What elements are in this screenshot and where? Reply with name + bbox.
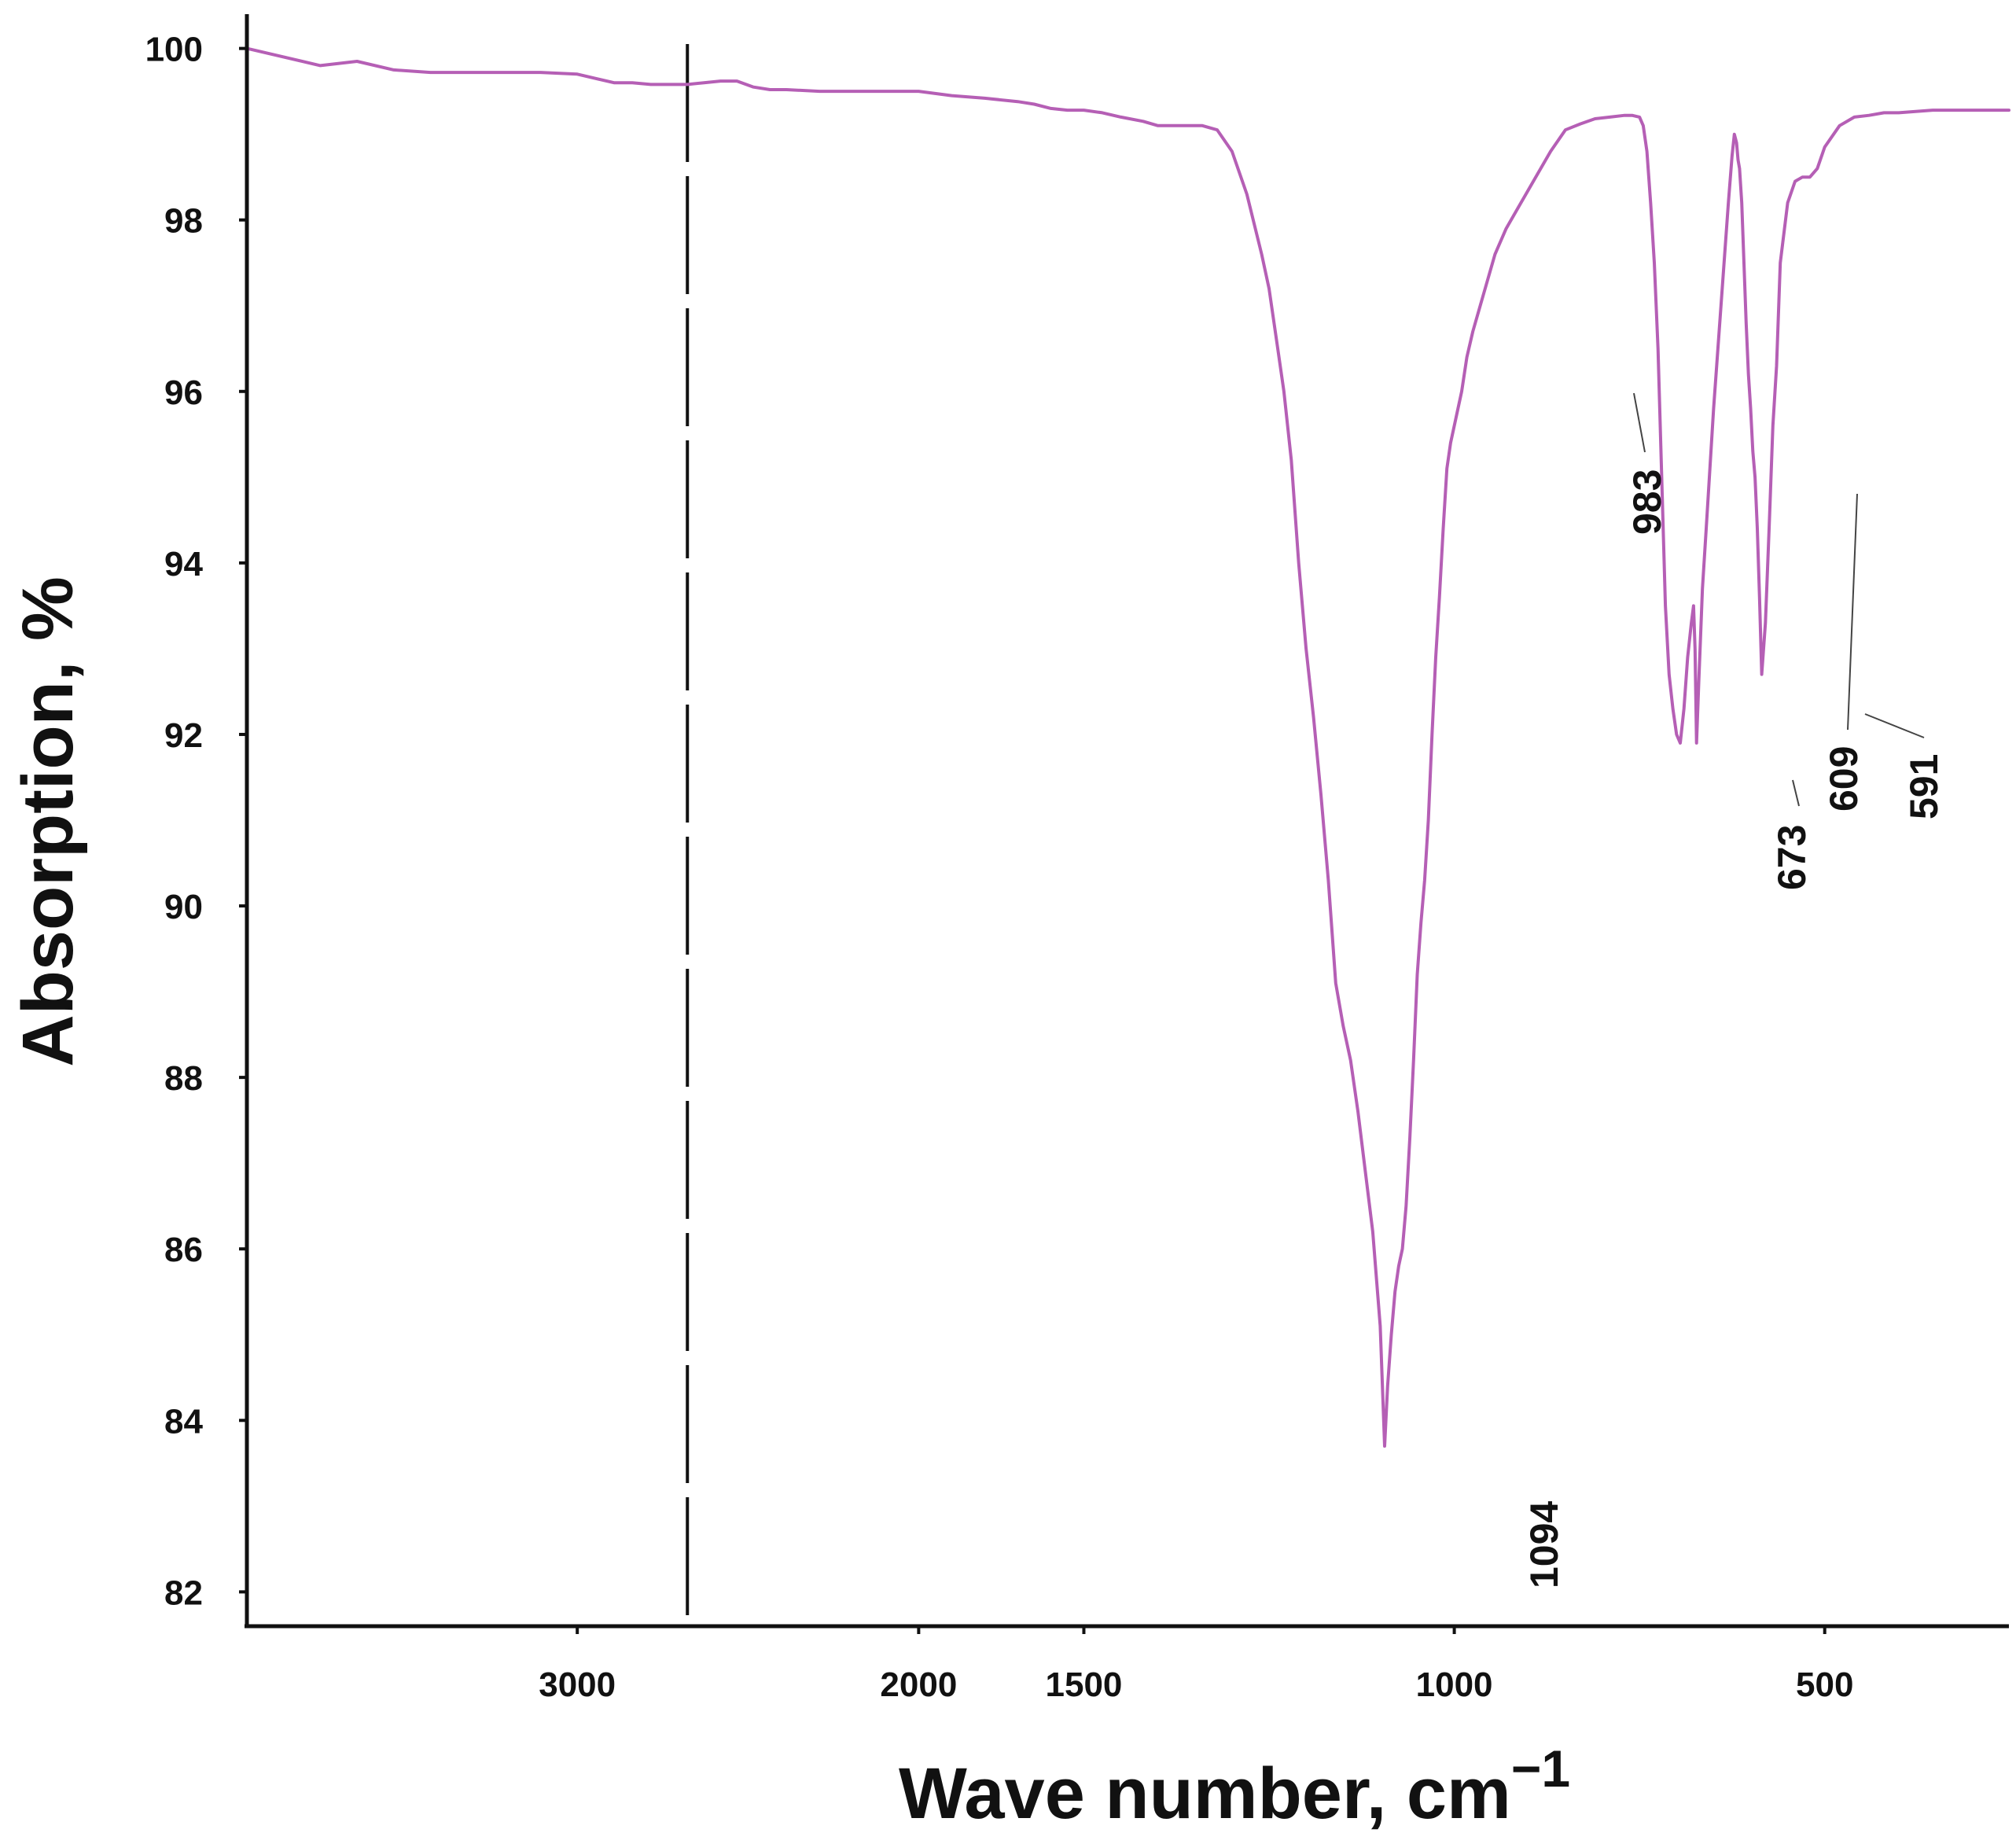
y-tick-label: 88 bbox=[164, 1059, 203, 1098]
peak-label-591: 591 bbox=[1902, 754, 1946, 819]
peak-label-983: 983 bbox=[1625, 469, 1669, 535]
peak-leader-line bbox=[1864, 713, 1925, 738]
y-tick-label: 90 bbox=[164, 888, 203, 926]
y-tick-label: 94 bbox=[164, 545, 203, 583]
x-tick-label: 500 bbox=[1796, 1666, 1853, 1704]
y-tick-label: 96 bbox=[164, 374, 203, 412]
axes bbox=[245, 14, 2009, 1629]
y-tick-label: 92 bbox=[164, 716, 203, 755]
peak-label-673: 673 bbox=[1770, 825, 1814, 890]
y-tick-label: 82 bbox=[164, 1574, 203, 1612]
x-tick-label: 3000 bbox=[539, 1666, 616, 1704]
peak-leader-line bbox=[1792, 779, 1800, 807]
x-axis-title: Wave number, cm−1 bbox=[899, 1739, 1570, 1833]
y-tick-label: 100 bbox=[145, 31, 203, 69]
peak-label-609: 609 bbox=[1822, 746, 1866, 812]
peak-leader-line bbox=[1633, 392, 1646, 453]
peak-leader-line bbox=[1847, 493, 1858, 731]
peak-label-1094: 1094 bbox=[1522, 1501, 1566, 1588]
series-line-absorption bbox=[245, 46, 2010, 1448]
y-tick-label: 98 bbox=[164, 202, 203, 241]
y-axis-title: Absorption, % bbox=[8, 576, 88, 1067]
axis-ticks: 100 98 96 94 92 90 88 86 84 82 3000 2000 1500 1000 500 bbox=[145, 31, 1854, 1704]
plot-area bbox=[245, 44, 2010, 1626]
y-tick-label: 84 bbox=[164, 1402, 203, 1441]
x-tick-label: 2000 bbox=[880, 1666, 957, 1704]
x-tick-label: 1000 bbox=[1416, 1666, 1493, 1704]
x-tick-label: 1500 bbox=[1046, 1666, 1123, 1704]
y-tick-label: 86 bbox=[164, 1231, 203, 1269]
